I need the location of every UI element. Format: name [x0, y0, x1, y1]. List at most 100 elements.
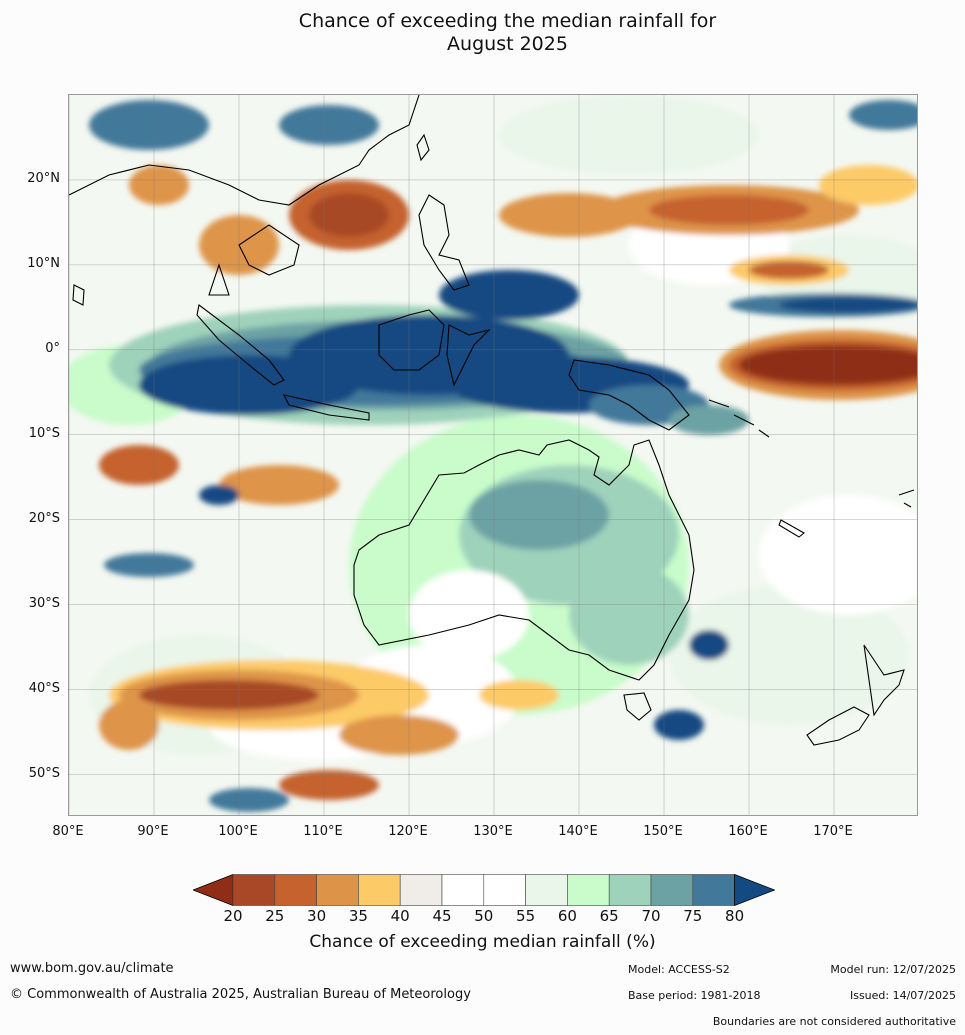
- field-patch: [279, 105, 379, 145]
- title-line-2: August 2025: [447, 33, 568, 55]
- fiji: [898, 489, 915, 508]
- field-patch: [469, 480, 609, 550]
- field-patch: [99, 445, 179, 485]
- footer-base-period: Base period: 1981-2018: [628, 989, 761, 1002]
- longitude-label: 120°E: [388, 824, 428, 839]
- field-patch: [479, 680, 559, 710]
- latitude-label: 20°N: [27, 170, 60, 186]
- colorbar-tick-label: 65: [599, 907, 619, 925]
- sumatra-coastline: [196, 304, 285, 386]
- latitude-label: 30°S: [28, 595, 60, 611]
- colorbar-over-arrow: [734, 874, 775, 906]
- colorbar-tick-label: 20: [223, 907, 243, 925]
- colorbar-tick-label: 50: [474, 907, 494, 925]
- colorbar-segment: [316, 874, 359, 906]
- colorbar-segment: [692, 874, 735, 906]
- colorbar-segment: [441, 874, 485, 906]
- colorbar-tick-label: 40: [390, 907, 410, 925]
- longitude-label: 110°E: [303, 824, 343, 839]
- colorbar-tick-label: 25: [265, 907, 285, 925]
- longitude-label: 160°E: [728, 824, 768, 839]
- field-patch: [654, 710, 704, 740]
- indochina-coastline: [69, 95, 420, 296]
- field-patch: [669, 405, 749, 435]
- field-patch: [279, 770, 379, 800]
- longitude-label: 90°E: [137, 824, 169, 839]
- field-patch: [104, 553, 194, 577]
- latitude-label: 50°S: [28, 765, 60, 781]
- longitude-label: 80°E: [52, 824, 84, 839]
- java-coastline: [282, 394, 370, 421]
- field-patch: [689, 630, 729, 660]
- philippines-coastline: [418, 194, 470, 291]
- longitude-label: 130°E: [473, 824, 513, 839]
- solomon-islands: [708, 399, 770, 438]
- field-patch: [219, 465, 339, 505]
- footer-disclaimer: Boundaries are not considered authoritat…: [712, 1015, 956, 1028]
- longitude-label: 170°E: [813, 824, 853, 839]
- colorbar-tick-label: 45: [432, 907, 452, 925]
- map-canvas: [69, 95, 917, 815]
- title-line-1: Chance of exceeding the median rainfall …: [298, 10, 717, 32]
- coastlines: [69, 95, 915, 746]
- sulawesi-coastline: [446, 324, 491, 387]
- colorbar-label: Chance of exceeding median rainfall (%): [309, 932, 656, 952]
- colorbar-segment: [274, 874, 317, 906]
- field-patch: [649, 195, 809, 225]
- field-patch: [99, 700, 159, 750]
- field-patch: [409, 570, 529, 660]
- footer-model-run: Model run: 12/07/2025: [830, 963, 956, 976]
- new-zealand-north: [863, 644, 905, 717]
- map-title: Chance of exceeding the median rainfall …: [0, 10, 965, 56]
- field-patch: [129, 165, 189, 205]
- field-patch: [779, 297, 917, 313]
- new-caledonia: [778, 519, 805, 538]
- colorbar-tick-label: 60: [557, 907, 577, 925]
- colorbar-tick-label: 75: [683, 907, 703, 925]
- colorbar: [193, 874, 775, 906]
- new-guinea-coastline: [568, 359, 690, 431]
- field-patch: [139, 680, 319, 710]
- colorbar-segment: [525, 874, 568, 906]
- latitude-label: 10°S: [28, 425, 60, 441]
- sri-lanka-coastline: [72, 284, 85, 306]
- graticule: [69, 95, 917, 815]
- footer-copyright: © Commonwealth of Australia 2025, Austra…: [10, 987, 471, 1002]
- australia-coastline: [353, 439, 695, 681]
- latitude-label: 0°: [45, 340, 60, 356]
- colorbar-under-arrow: [193, 874, 234, 906]
- field-patch: [849, 100, 917, 130]
- colorbar-segment: [483, 874, 526, 906]
- field-patch: [439, 270, 579, 320]
- colorbar-segment: [650, 874, 694, 906]
- colorbar-tick-label: 80: [725, 907, 745, 925]
- colorbar-tick-label: 35: [348, 907, 368, 925]
- new-zealand-south: [806, 706, 870, 746]
- longitude-label: 140°E: [558, 824, 598, 839]
- field-patch: [759, 495, 917, 615]
- colorbar-segment: [232, 874, 276, 906]
- field-patch: [569, 565, 689, 665]
- latitude-label: 40°S: [28, 680, 60, 696]
- tasmania-coastline: [623, 692, 652, 721]
- colorbar-segment: [608, 874, 652, 906]
- latitude-label: 10°N: [27, 255, 60, 271]
- borneo-coastline: [378, 309, 445, 371]
- field-patch: [739, 345, 917, 385]
- field-patch: [199, 485, 239, 505]
- colorbar-segment: [358, 874, 401, 906]
- colorbar-tick-label: 30: [307, 907, 327, 925]
- longitude-label: 150°E: [643, 824, 683, 839]
- field-patch: [89, 100, 209, 150]
- field-patch: [499, 95, 759, 175]
- rainfall-map: [68, 94, 918, 816]
- taiwan-coastline: [416, 133, 430, 162]
- latitude-label: 20°S: [28, 510, 60, 526]
- footer-issued: Issued: 14/07/2025: [849, 989, 956, 1002]
- footer-website: www.bom.gov.au/climate: [10, 961, 174, 976]
- field-patch: [749, 261, 829, 279]
- colorbar-segment: [399, 874, 443, 906]
- colorbar-tick-label: 55: [516, 907, 536, 925]
- colorbar-tick-label: 70: [641, 907, 661, 925]
- field-patch: [819, 165, 917, 205]
